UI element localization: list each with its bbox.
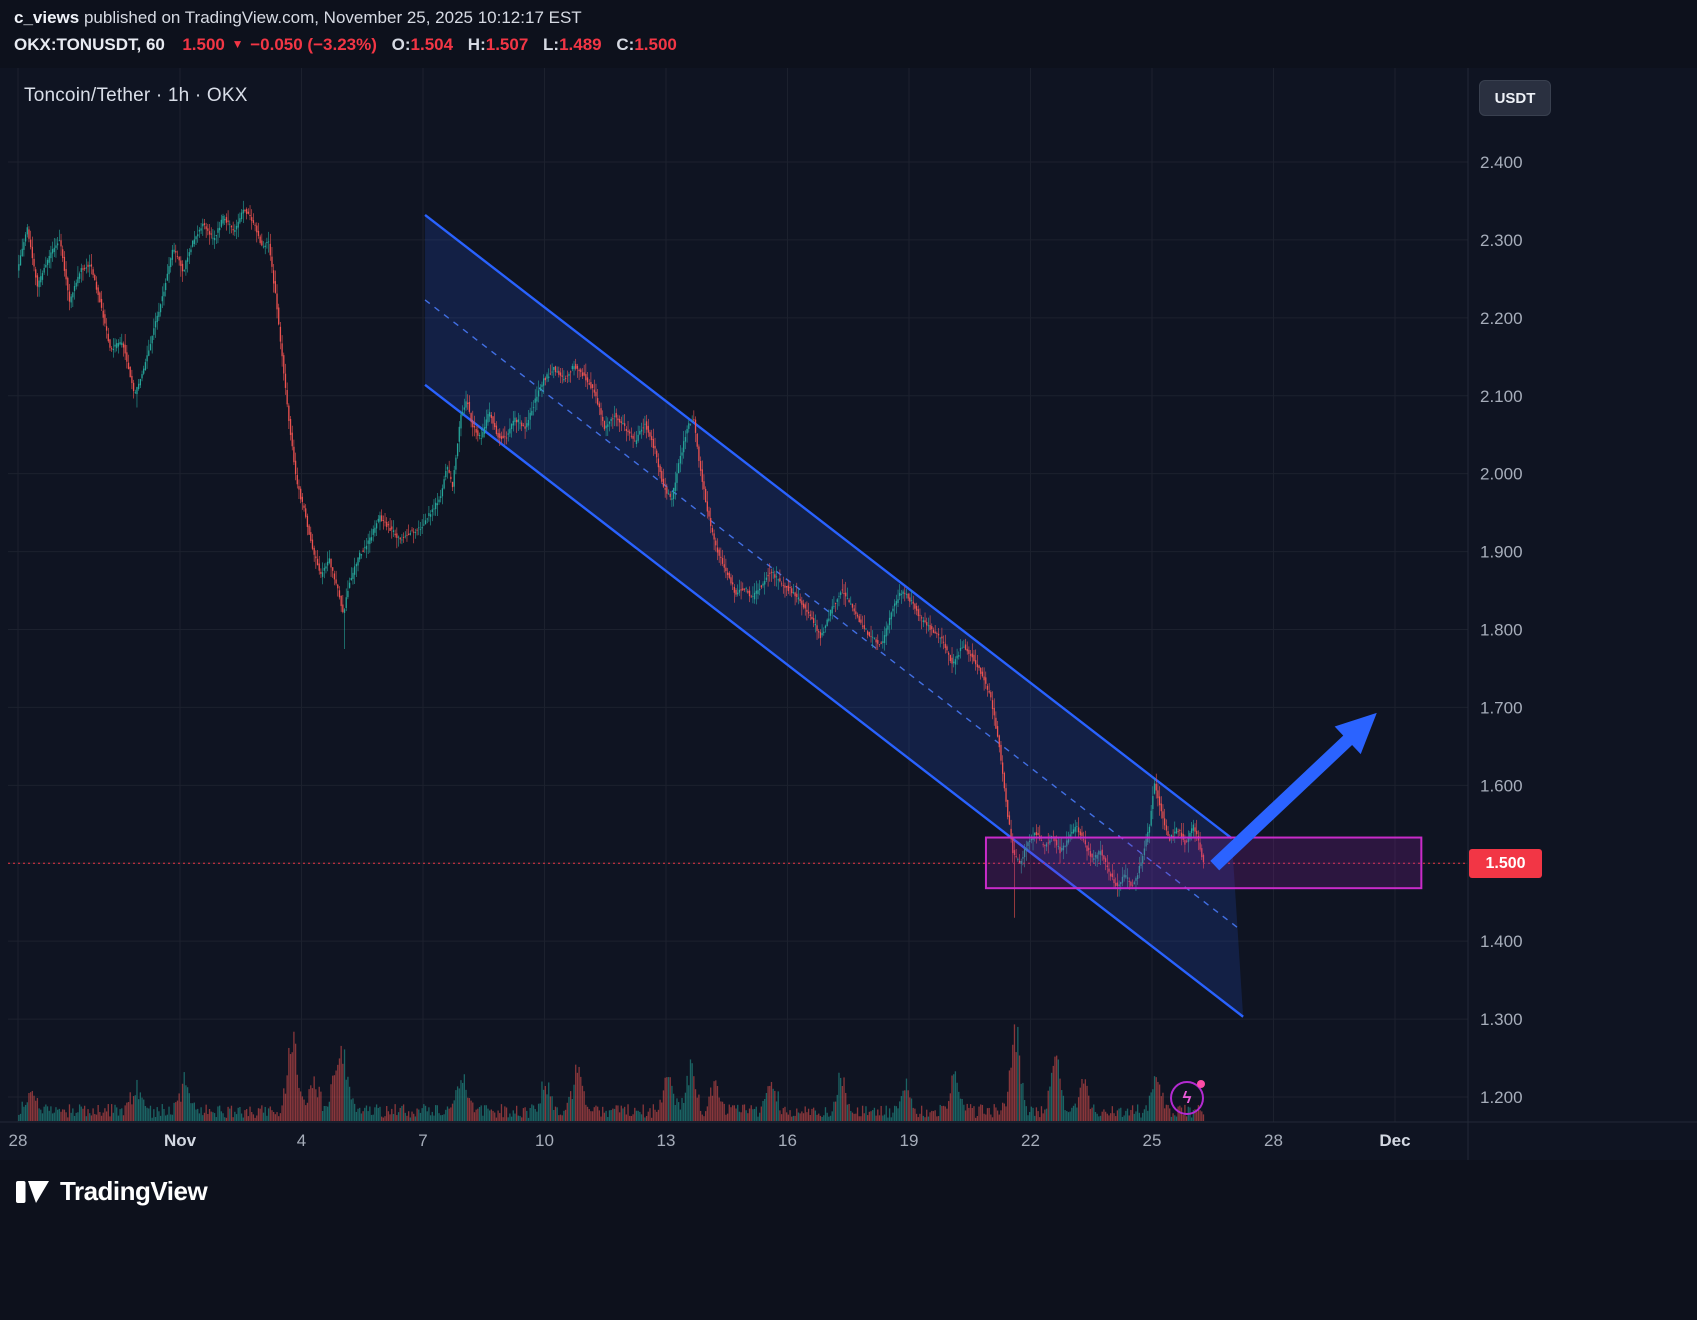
time-tick: 10 (535, 1131, 554, 1150)
last-price: 1.500 (182, 35, 225, 54)
descending-channel[interactable] (424, 214, 1244, 1018)
time-tick: 25 (1143, 1131, 1162, 1150)
time-tick: 19 (900, 1131, 919, 1150)
symbol-name: OKX:TONUSDT, (14, 35, 142, 54)
tradingview-logo-mark (16, 1180, 49, 1203)
time-tick: 22 (1021, 1131, 1040, 1150)
low-value: 1.489 (559, 35, 602, 54)
publish-line: c_views published on TradingView.com, No… (14, 6, 677, 30)
flash-glyph: ϟ (1182, 1088, 1192, 1107)
high-value: 1.507 (485, 35, 529, 54)
header: c_views published on TradingView.com, No… (14, 6, 677, 58)
open-value: 1.504 (410, 35, 454, 54)
tradingview-wordmark: TradingView (60, 1176, 208, 1206)
tradingview-logo[interactable]: TradingView (16, 1176, 208, 1207)
time-tick: 28 (1264, 1131, 1283, 1150)
time-tick: 4 (297, 1131, 306, 1150)
currency-toggle-button[interactable]: USDT (1479, 80, 1551, 116)
symbol-interval: 60 (145, 35, 165, 54)
volume-layer (18, 1024, 1205, 1121)
close-value: 1.500 (634, 35, 677, 54)
time-axis[interactable] (0, 1122, 1468, 1160)
author-name: c_views (14, 8, 80, 27)
price-tick: 1.900 (1480, 543, 1523, 562)
price-tick: 1.400 (1480, 932, 1523, 951)
footer: TradingView (0, 1160, 1697, 1320)
publish-text: published on TradingView.com, November 2… (79, 8, 582, 27)
time-tick: 28 (9, 1131, 28, 1150)
chart-area[interactable]: 2.400 2.300 2.200 2.100 2.000 1.900 1.800 1.700… (0, 68, 1697, 1160)
price-tick: 2.300 (1480, 231, 1523, 250)
time-tick: 13 (657, 1131, 676, 1150)
support-zone-box[interactable] (984, 836, 1423, 890)
time-tick: Dec (1379, 1131, 1410, 1150)
low-label: L: (543, 35, 560, 54)
time-tick: Nov (164, 1131, 197, 1150)
price-tick: 1.800 (1480, 621, 1523, 640)
high-label: H: (467, 35, 486, 54)
projection-arrow[interactable] (1210, 712, 1377, 871)
time-tick: 16 (778, 1131, 797, 1150)
chart-legend: Toncoin/Tether · 1h · OKX (24, 85, 248, 106)
price-tick: 1.700 (1480, 698, 1523, 717)
price-tick: 1.300 (1480, 1010, 1523, 1029)
price-tick: 2.000 (1480, 465, 1523, 484)
price-tick: 2.200 (1480, 309, 1523, 328)
price-tick: 1.600 (1480, 776, 1523, 795)
close-label: C: (616, 35, 635, 54)
open-label: O: (391, 35, 411, 54)
price-tick: 1.200 (1480, 1088, 1523, 1107)
price-tick: 2.100 (1480, 387, 1523, 406)
candles-layer (18, 200, 1205, 918)
chart-canvas[interactable]: 2.400 2.300 2.200 2.100 2.000 1.900 1.800 1.700… (0, 68, 1697, 1160)
time-tick: 7 (418, 1131, 427, 1150)
symbol-line: OKX:TONUSDT, 60 1.500 ▼ −0.050 (−3.23%) … (14, 33, 677, 58)
current-price-label: 1.500 (1469, 849, 1542, 878)
price-tick: 2.400 (1480, 153, 1523, 172)
down-triangle-icon: ▼ (231, 37, 244, 51)
flash-icon[interactable]: ϟ (1170, 1080, 1205, 1115)
price-change: −0.050 (−3.23%) (250, 35, 377, 54)
price-axis[interactable] (1468, 68, 1697, 1122)
